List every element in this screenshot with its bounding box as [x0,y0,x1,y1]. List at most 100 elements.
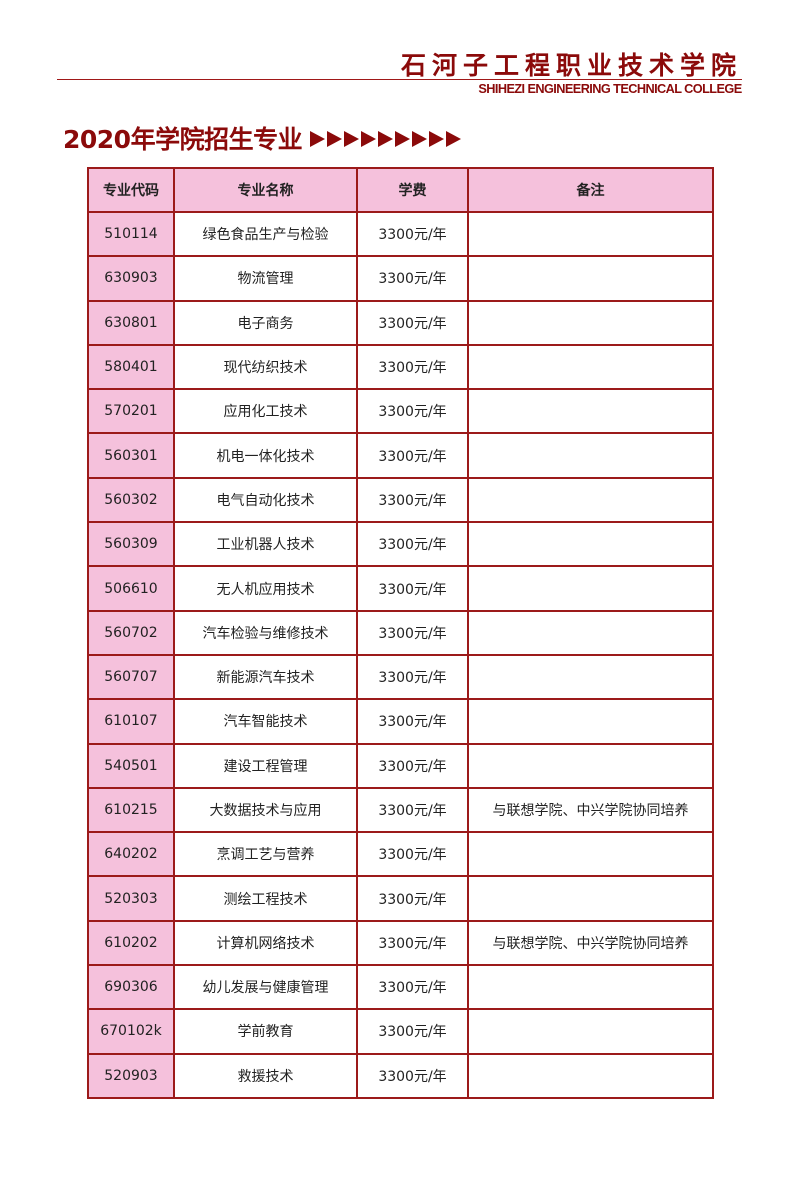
arrow-icon [412,131,428,147]
fee-cell: 3300元/年 [356,388,469,435]
arrows-decoration [310,131,463,147]
name-cell: 无人机应用技术 [173,565,358,612]
note-cell [467,1052,714,1099]
name-cell: 应用化工技术 [173,388,358,435]
name-cell: 绿色食品生产与检验 [173,210,358,258]
table-row: 540501 建设工程管理 3300元/年 [87,742,714,789]
table-row: 560702 汽车检验与维修技术 3300元/年 [87,609,714,656]
table-row: 630903 物流管理 3300元/年 [87,255,714,302]
note-cell [467,255,714,302]
table-row: 640202 烹调工艺与营养 3300元/年 [87,831,714,878]
name-cell: 汽车检验与维修技术 [173,609,358,656]
note-cell [467,698,714,745]
table-row: 520903 救援技术 3300元/年 [87,1052,714,1099]
fee-cell: 3300元/年 [356,299,469,346]
code-cell: 640202 [87,831,175,878]
name-cell: 电气自动化技术 [173,476,358,524]
note-cell [467,1008,714,1055]
table-row: 610215 大数据技术与应用 3300元/年 与联想学院、中兴学院协同培养 [87,786,714,834]
name-cell: 汽车智能技术 [173,698,358,745]
table-row: 560301 机电一体化技术 3300元/年 [87,432,714,479]
table-row: 670102k 学前教育 3300元/年 [87,1008,714,1055]
arrow-icon [446,131,462,147]
code-cell: 560707 [87,653,175,701]
note-cell: 与联想学院、中兴学院协同培养 [467,786,714,834]
code-cell: 510114 [87,210,175,258]
table-row: 510114 绿色食品生产与检验 3300元/年 [87,210,714,258]
fee-cell: 3300元/年 [356,1008,469,1055]
name-cell: 现代纺织技术 [173,343,358,391]
arrow-icon [361,131,377,147]
code-cell: 630903 [87,255,175,302]
name-cell: 幼儿发展与健康管理 [173,964,358,1011]
note-cell [467,299,714,346]
table-row: 560707 新能源汽车技术 3300元/年 [87,653,714,701]
fee-cell: 3300元/年 [356,698,469,745]
fee-cell: 3300元/年 [356,609,469,656]
name-cell: 烹调工艺与营养 [173,831,358,878]
code-cell: 560309 [87,521,175,568]
fee-cell: 3300元/年 [356,521,469,568]
code-cell: 630801 [87,299,175,346]
table-row: 690306 幼儿发展与健康管理 3300元/年 [87,964,714,1011]
code-cell: 610215 [87,786,175,834]
note-cell [467,742,714,789]
name-cell: 救援技术 [173,1052,358,1099]
note-cell [467,609,714,656]
note-cell [467,343,714,391]
title-block: 2020年学院招生专业 [63,120,463,156]
name-cell: 工业机器人技术 [173,521,358,568]
table-row: 570201 应用化工技术 3300元/年 [87,388,714,435]
arrow-icon [395,131,411,147]
arrow-icon [327,131,343,147]
fee-cell: 3300元/年 [356,343,469,391]
header-divider [57,79,742,80]
code-cell: 690306 [87,964,175,1011]
code-cell: 560702 [87,609,175,656]
name-cell: 测绘工程技术 [173,875,358,922]
column-header-code: 专业代码 [87,167,175,213]
fee-cell: 3300元/年 [356,742,469,789]
code-cell: 570201 [87,388,175,435]
name-cell: 机电一体化技术 [173,432,358,479]
note-cell [467,653,714,701]
note-cell [467,210,714,258]
fee-cell: 3300元/年 [356,964,469,1011]
note-cell [467,388,714,435]
code-cell: 560302 [87,476,175,524]
table-row: 506610 无人机应用技术 3300元/年 [87,565,714,612]
majors-table: 专业代码 专业名称 学费 备注 510114 绿色食品生产与检验 3300元/年 63… [87,167,714,1099]
name-cell: 计算机网络技术 [173,919,358,967]
code-cell: 610107 [87,698,175,745]
column-header-note: 备注 [467,167,714,213]
fee-cell: 3300元/年 [356,919,469,967]
college-name-cn: 石河子工程职业技术学院 [400,51,742,80]
table-row: 580401 现代纺织技术 3300元/年 [87,343,714,391]
fee-cell: 3300元/年 [356,565,469,612]
fee-cell: 3300元/年 [356,1052,469,1099]
page-title: 2020年学院招生专业 [63,125,303,154]
code-cell: 670102k [87,1008,175,1055]
name-cell: 学前教育 [173,1008,358,1055]
table-row: 560302 电气自动化技术 3300元/年 [87,476,714,524]
note-cell [467,964,714,1011]
arrow-icon [429,131,445,147]
table-row: 520303 测绘工程技术 3300元/年 [87,875,714,922]
note-cell: 与联想学院、中兴学院协同培养 [467,919,714,967]
note-cell [467,565,714,612]
code-cell: 506610 [87,565,175,612]
table-row: 560309 工业机器人技术 3300元/年 [87,521,714,568]
note-cell [467,476,714,524]
college-name-en: SHIHEZI ENGINEERING TECHNICAL COLLEGE [478,81,743,96]
note-cell [467,521,714,568]
fee-cell: 3300元/年 [356,653,469,701]
fee-cell: 3300元/年 [356,432,469,479]
note-cell [467,432,714,479]
fee-cell: 3300元/年 [356,476,469,524]
code-cell: 560301 [87,432,175,479]
name-cell: 物流管理 [173,255,358,302]
name-cell: 新能源汽车技术 [173,653,358,701]
arrow-icon [310,131,326,147]
fee-cell: 3300元/年 [356,786,469,834]
column-header-name: 专业名称 [173,167,358,213]
